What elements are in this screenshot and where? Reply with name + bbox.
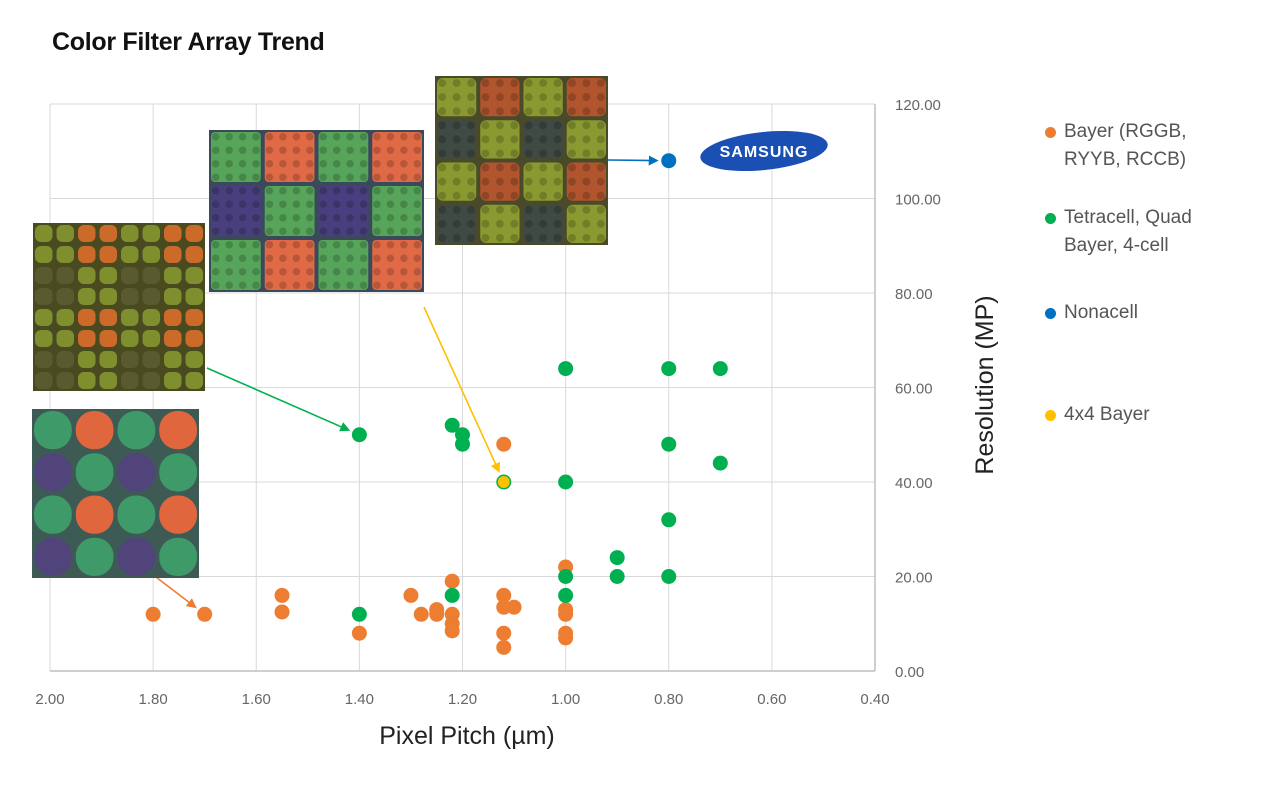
annotation-arrow — [607, 155, 659, 166]
annotation-arrow — [423, 306, 501, 473]
data-point — [558, 630, 574, 646]
data-point — [661, 436, 677, 452]
legend: Bayer (RGGB, RYYB, RCCB) Tetracell, Quad… — [1042, 118, 1262, 429]
data-point — [413, 606, 429, 622]
legend-item-4x4-bayer: 4x4 Bayer — [1042, 401, 1262, 429]
data-point — [351, 625, 367, 641]
data-point — [351, 427, 367, 443]
legend-label: Nonacell — [1064, 302, 1138, 323]
series-nonacell — [661, 153, 677, 169]
data-point — [609, 550, 625, 566]
legend-label: 4x4 Bayer — [1064, 404, 1150, 425]
x-axis-title: Pixel Pitch (µm) — [379, 722, 555, 750]
data-point — [444, 573, 460, 589]
x-tick-label: 1.40 — [345, 691, 374, 708]
data-point — [558, 361, 574, 377]
data-point — [558, 569, 574, 584]
4x4-bayer-pattern-image — [209, 130, 424, 292]
x-tick-label: 0.60 — [757, 691, 786, 708]
data-point — [661, 569, 677, 584]
data-point — [506, 599, 522, 615]
x-tick-label: 2.00 — [35, 691, 64, 708]
data-point — [429, 606, 445, 622]
x-tick-label: 1.20 — [448, 691, 477, 708]
x-tick-label: 1.80 — [139, 691, 168, 708]
annotation-arrows — [151, 155, 659, 609]
y-tick-label: 40.00 — [895, 475, 933, 492]
nonacell-pattern-image — [435, 76, 608, 245]
y-tick-label: 80.00 — [895, 286, 933, 303]
data-point — [274, 604, 290, 620]
x-tick-label: 1.00 — [551, 691, 580, 708]
legend-item-bayer: Bayer (RGGB, RYYB, RCCB) — [1042, 118, 1262, 174]
annotation-arrow — [206, 367, 351, 432]
legend-marker-icon — [1045, 127, 1056, 138]
data-point — [496, 625, 512, 641]
legend-item-tetracell: Tetracell, Quad Bayer, 4-cell — [1042, 204, 1262, 260]
data-point — [145, 606, 161, 622]
annotation-arrow — [151, 573, 197, 609]
data-point — [661, 512, 677, 528]
data-point — [712, 361, 728, 377]
data-point — [496, 436, 512, 452]
series-tetracell — [351, 361, 728, 622]
data-point — [444, 623, 460, 639]
chart-title: Color Filter Array Trend — [52, 28, 325, 56]
y-tick-label: 60.00 — [895, 381, 933, 398]
data-point — [609, 569, 625, 584]
y-tick-label: 100.00 — [895, 192, 941, 209]
data-point — [558, 606, 574, 622]
data-point — [351, 606, 367, 622]
samsung-logo-text: SAMSUNG — [720, 144, 809, 161]
x-tick-label: 0.40 — [860, 691, 889, 708]
series-4x4 — [497, 476, 510, 488]
data-point — [403, 587, 419, 603]
y-tick-label: 20.00 — [895, 570, 933, 587]
data-point — [558, 587, 574, 603]
y-axis-title: Resolution (MP) — [971, 295, 999, 474]
legend-marker-icon — [1045, 308, 1056, 319]
y-tick-label: 120.00 — [895, 97, 941, 114]
data-point — [444, 417, 460, 433]
legend-label: RYYB, RCCB) — [1064, 149, 1187, 170]
data-point — [274, 587, 290, 603]
data-point — [661, 153, 677, 169]
legend-label: Tetracell, Quad — [1064, 207, 1192, 228]
data-point — [496, 639, 512, 655]
data-point — [661, 361, 677, 377]
data-point — [496, 599, 512, 615]
tick-labels: 2.00 1.80 1.60 1.40 1.20 1.00 0.80 0.60 0.40 0.00… — [35, 97, 940, 708]
series-bayer — [145, 436, 574, 655]
bayer-pattern-image — [32, 409, 199, 578]
legend-item-nonacell: Nonacell — [1042, 299, 1262, 327]
data-point — [444, 587, 460, 603]
samsung-logo: SAMSUNG — [699, 129, 829, 173]
data-point — [558, 474, 574, 490]
data-point — [197, 606, 213, 622]
y-tick-label: 0.00 — [895, 664, 924, 681]
legend-label: Bayer, 4-cell — [1064, 235, 1169, 256]
data-point — [496, 587, 512, 603]
legend-marker-icon — [1045, 410, 1056, 421]
data-point — [497, 476, 510, 488]
legend-marker-icon — [1045, 213, 1056, 224]
x-tick-label: 1.60 — [242, 691, 271, 708]
data-points — [145, 153, 728, 655]
legend-label: Bayer (RGGB, — [1064, 121, 1187, 142]
data-point — [712, 455, 728, 471]
data-point — [455, 436, 470, 452]
x-tick-label: 0.80 — [654, 691, 683, 708]
tetracell-pattern-image — [33, 223, 205, 391]
